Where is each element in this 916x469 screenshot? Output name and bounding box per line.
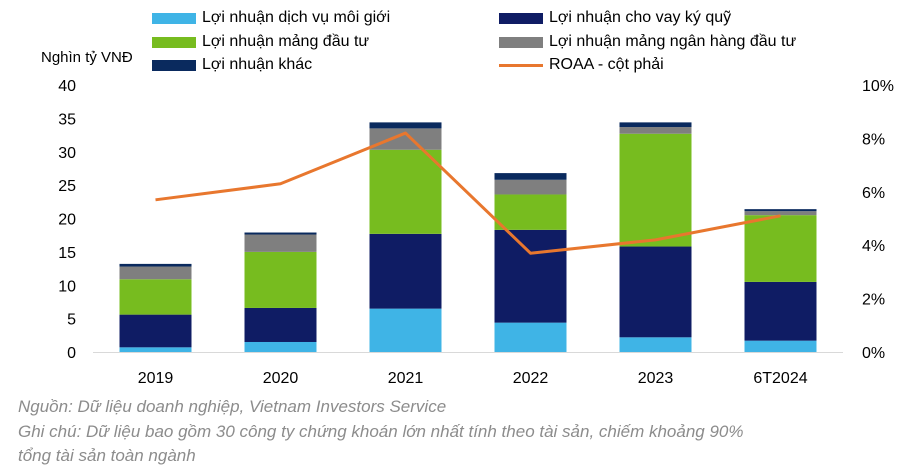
bar-segment-3 <box>119 266 192 280</box>
legend-item-investment-banking: Lợi nhuận mảng ngân hàng đầu tư <box>499 33 796 51</box>
legend-label-investment-banking: Lợi nhuận mảng ngân hàng đầu tư <box>549 33 797 50</box>
bar-segment-2 <box>244 251 317 308</box>
legend-label-margin-lending: Lợi nhuận cho vay ký quỹ <box>549 9 732 26</box>
stacked-bar-chart: 0 5 10 15 20 25 30 35 40 0% 2% 4% 6% 8% 10% 2019 2020 202… <box>58 78 894 387</box>
legend-item-other: Lợi nhuận khác <box>152 56 312 74</box>
legend-label-investment: Lợi nhuận mảng đầu tư <box>202 33 370 50</box>
bar-segment-1 <box>369 233 442 309</box>
legend-item-brokerage: Lợi nhuận dịch vụ môi giới <box>152 9 390 27</box>
x-tick-label: 2023 <box>638 370 674 387</box>
y2-tick-label: 6% <box>862 185 885 202</box>
y2-tick-label: 2% <box>862 292 885 309</box>
x-tick-label: 2020 <box>263 370 299 387</box>
x-tick-label: 2022 <box>513 370 549 387</box>
bar-segment-4 <box>619 122 692 128</box>
bar-segment-4 <box>744 209 817 212</box>
y-tick-label: 10 <box>58 278 76 295</box>
y2-tick-label: 8% <box>862 131 885 148</box>
bar-segment-4 <box>119 263 192 267</box>
y2-tick-label: 4% <box>862 238 885 255</box>
legend-swatch-brokerage <box>152 12 196 24</box>
y2-tick-label: 10% <box>862 78 894 95</box>
note-line-1: Ghi chú: Dữ liệu bao gồm 30 công ty chứn… <box>18 422 744 441</box>
bar-segment-4 <box>369 122 442 129</box>
y-tick-label: 0 <box>67 345 76 362</box>
legend-item-margin-lending: Lợi nhuận cho vay ký quỹ <box>499 9 731 27</box>
y2-tick-label: 0% <box>862 345 885 362</box>
bar-segment-0 <box>119 347 192 352</box>
x-tick-label: 2021 <box>388 370 424 387</box>
bar-segment-1 <box>619 246 692 338</box>
bar-segment-0 <box>744 340 817 352</box>
y-tick-label: 35 <box>58 111 76 128</box>
legend-swatch-investment <box>152 36 196 48</box>
source-note: Nguồn: Dữ liệu doanh nghiệp, Vietnam Inv… <box>18 397 447 416</box>
chart-legend: Lợi nhuận dịch vụ môi giới Lợi nhuận cho… <box>0 0 916 80</box>
bar-segment-2 <box>619 133 692 247</box>
legend-swatch-roaa <box>499 63 543 67</box>
bar-segment-1 <box>494 229 567 323</box>
bar-segment-0 <box>369 308 442 352</box>
bar-segment-0 <box>619 337 692 352</box>
note-line-2: tổng tài sản toàn ngành <box>18 446 196 465</box>
bar-segment-1 <box>744 281 817 341</box>
legend-label-other: Lợi nhuận khác <box>202 56 313 73</box>
bar-segment-4 <box>244 232 317 235</box>
bar-segment-0 <box>244 341 317 352</box>
bar-segment-4 <box>494 173 567 180</box>
bar-segment-1 <box>244 307 317 342</box>
bar-segment-2 <box>119 279 192 315</box>
bar-segment-3 <box>369 128 442 150</box>
legend-item-roaa: ROAA - cột phải <box>499 56 664 74</box>
legend-label-brokerage: Lợi nhuận dịch vụ môi giới <box>202 9 391 26</box>
bar-segment-3 <box>494 179 567 195</box>
bar-segment-2 <box>494 194 567 230</box>
bar-segment-3 <box>619 127 692 134</box>
y-tick-label: 25 <box>58 178 76 195</box>
bar-segment-2 <box>744 215 817 282</box>
legend-swatch-margin-lending <box>499 12 543 24</box>
bar-segment-0 <box>494 322 567 352</box>
roaa-line <box>155 131 781 255</box>
y-tick-label: 5 <box>67 312 76 329</box>
x-tick-label: 6T2024 <box>753 370 807 387</box>
x-tick-label: 2019 <box>138 370 174 387</box>
y-tick-label: 20 <box>58 212 76 229</box>
bar-segment-3 <box>244 234 317 252</box>
y-tick-label: 30 <box>58 145 76 162</box>
legend-label-roaa: ROAA - cột phải <box>549 56 664 73</box>
legend-item-investment: Lợi nhuận mảng đầu tư <box>152 33 369 51</box>
legend-swatch-other <box>152 59 196 71</box>
y-tick-label: 40 <box>58 78 76 95</box>
y-axis-title: Nghìn tỷ VNĐ <box>41 49 133 66</box>
bar-segment-3 <box>744 211 817 216</box>
bar-segment-2 <box>369 149 442 234</box>
y-tick-label: 15 <box>58 245 76 262</box>
bar-segment-1 <box>119 314 192 348</box>
legend-swatch-investment-banking <box>499 36 543 48</box>
